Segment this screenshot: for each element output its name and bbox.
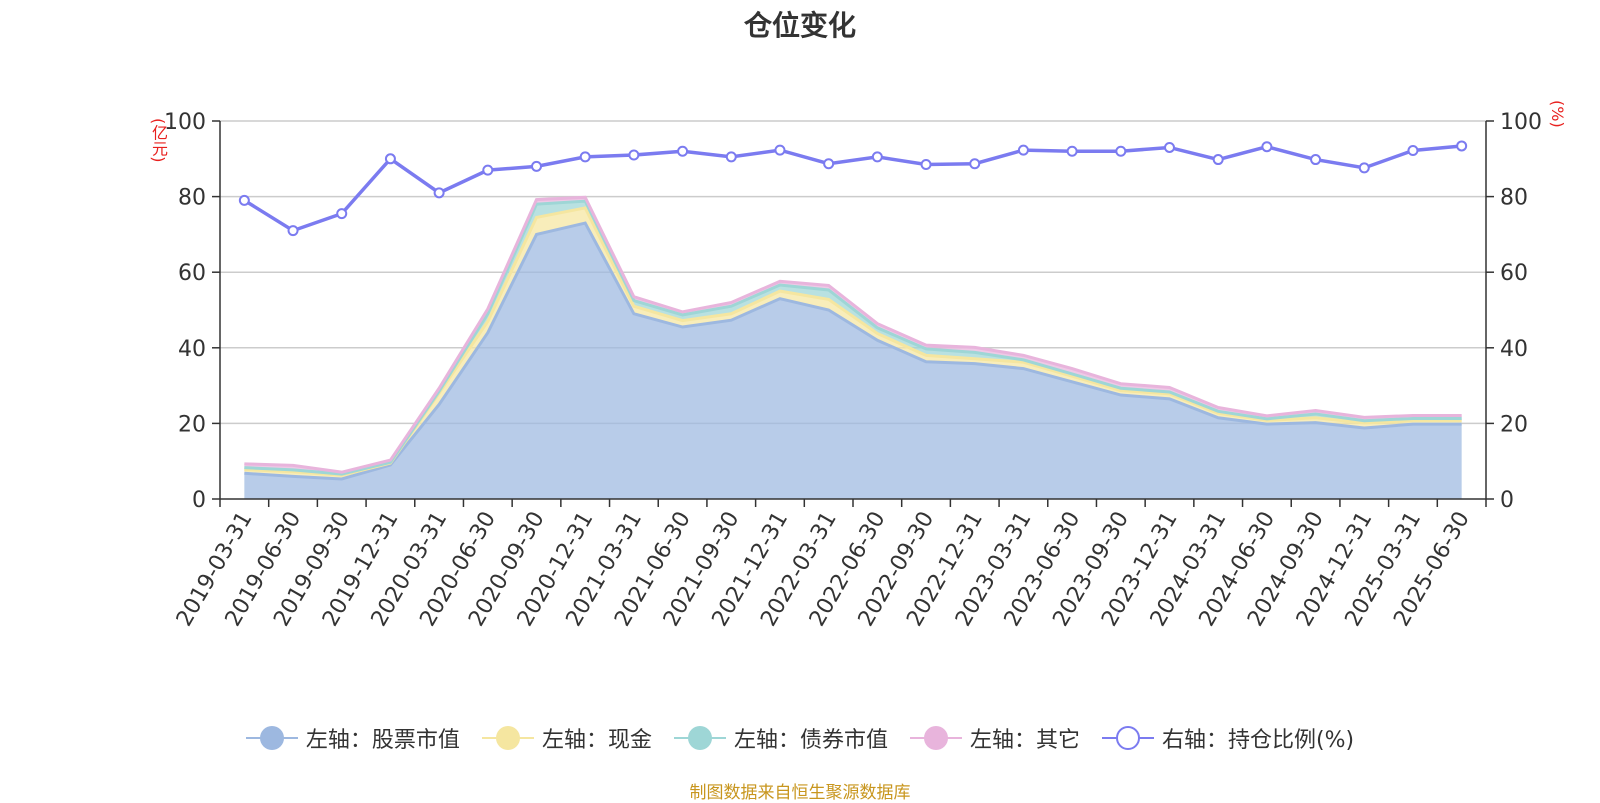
ratio-point (336, 208, 348, 220)
ratio-point (1164, 141, 1175, 153)
legend-swatch (673, 726, 726, 750)
ratio-point (1261, 141, 1273, 153)
ratio-point (1115, 145, 1127, 157)
area-series-line (244, 221, 1462, 481)
ratio-point (725, 151, 737, 163)
legend-swatch-dot (923, 726, 948, 750)
y-right-tick-label: 0 (1500, 488, 1514, 513)
ratio-point (920, 158, 932, 170)
legend-swatch (245, 726, 298, 750)
source-note: 制图数据来自恒生聚源数据库 (689, 783, 911, 803)
legend-swatch-dot (1115, 726, 1140, 750)
legend-item[interactable]: 左轴：债券市值 (673, 722, 888, 754)
ratio-point (969, 158, 981, 170)
ratio-point (384, 153, 396, 165)
ratio-point (433, 187, 445, 199)
ratio-point (1212, 154, 1224, 166)
y-left-tick-label: 80 (178, 186, 206, 211)
ratio-point (1358, 162, 1370, 174)
y-left-tick-label: 0 (192, 488, 206, 513)
y-left-tick-label: 100 (164, 110, 206, 135)
ratio-point (482, 164, 494, 176)
legend-swatch-dot (687, 726, 712, 750)
legend-swatch-dot (259, 726, 284, 750)
legend-item[interactable]: 右轴：持仓比例(%) (1101, 722, 1355, 754)
legend: 左轴：股票市值 左轴：现金 左轴：债券市值 左轴：其它 右轴：持仓比例(%) (0, 722, 1600, 754)
ratio-point (579, 151, 591, 163)
y-right-tick-label: 80 (1500, 186, 1528, 211)
y-right-tick-label: 60 (1500, 261, 1528, 286)
area-series-line (244, 206, 1462, 477)
legend-label: 左轴：其它 (969, 728, 1080, 753)
legend-label: 左轴：股票市值 (305, 728, 460, 753)
left-axis-unit: (亿元) (149, 118, 168, 163)
legend-swatch (481, 726, 534, 750)
legend-item[interactable]: 左轴：股票市值 (245, 722, 460, 754)
ratio-point (531, 160, 542, 172)
ratio-point (677, 145, 689, 157)
y-left-tick-label: 40 (178, 337, 206, 362)
ratio-point (774, 144, 786, 156)
ratio-point (287, 225, 299, 237)
ratio-point (1456, 140, 1468, 152)
legend-item[interactable]: 左轴：现金 (481, 722, 652, 754)
legend-label: 左轴：现金 (541, 728, 652, 753)
ratio-point (1310, 154, 1322, 166)
ratio-point (238, 194, 250, 206)
area-series-line (244, 199, 1462, 476)
area-series-line (244, 195, 1462, 474)
legend-swatch (1101, 726, 1154, 750)
legend-item[interactable]: 左轴：其它 (909, 722, 1080, 754)
y-right-tick-label: 40 (1500, 337, 1528, 362)
legend-swatch (909, 726, 962, 750)
area-series (244, 223, 1462, 499)
y-right-tick-label: 100 (1500, 110, 1542, 135)
ratio-line (243, 144, 1462, 233)
y-right-tick-label: 20 (1500, 412, 1528, 437)
y-left-tick-label: 20 (178, 412, 206, 437)
legend-swatch-dot (495, 726, 520, 750)
ratio-point (1407, 144, 1419, 156)
legend-label: 右轴：持仓比例(%) (1161, 728, 1355, 753)
ratio-point (1066, 145, 1078, 157)
y-left-tick-label: 60 (178, 261, 206, 286)
legend-label: 左轴：债券市值 (733, 728, 888, 753)
ratio-point (628, 149, 640, 161)
ratio-point (871, 151, 883, 163)
ratio-point (1017, 144, 1029, 156)
right-axis-unit: (%) (1548, 100, 1567, 128)
chart-title: 仓位变化 (743, 9, 856, 42)
ratio-point (823, 158, 835, 170)
